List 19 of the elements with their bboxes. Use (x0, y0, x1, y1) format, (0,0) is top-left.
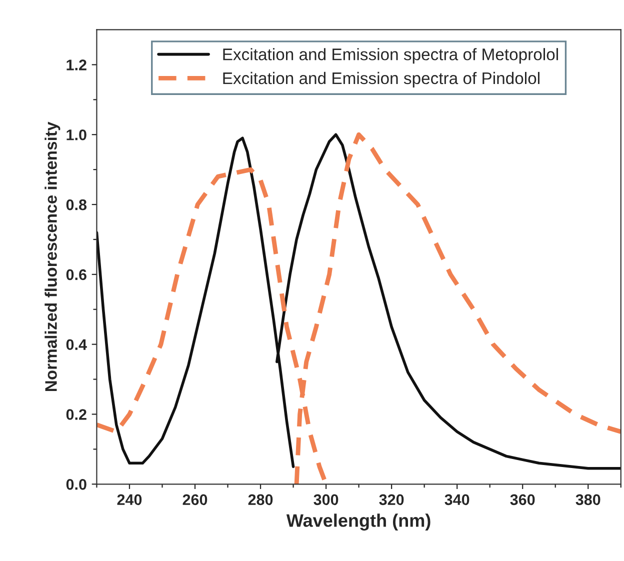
x-axis-title: Wavelength (nm) (286, 514, 430, 531)
x-tick-label: 280 (248, 494, 273, 506)
x-tick-label: 320 (379, 494, 404, 506)
y-tick-label: 0.4 (66, 339, 87, 350)
x-tick-label: 240 (117, 494, 142, 506)
y-tick-label: 1.0 (66, 129, 86, 140)
x-tick-label: 260 (182, 494, 208, 506)
x-tick-label: 360 (510, 494, 535, 506)
x-tick-label: 380 (576, 494, 600, 506)
y-axis-title: Normalized fluorescence intensity (44, 122, 60, 392)
legend-label: Excitation and Emission spectra of Pindolol (223, 72, 540, 88)
text: 0.0 (66, 479, 86, 490)
x-tick-label: 340 (444, 494, 470, 506)
y-tick-label: 0.6 (66, 269, 86, 280)
legend-label: Excitation and Emission spectra of Metoprolol (223, 48, 558, 64)
y-tick-label: 0.8 (66, 199, 87, 210)
x-tick-label: 300 (314, 494, 338, 506)
y-tick-label: 1.2 (66, 60, 86, 70)
y-tick-label: 0.2 (66, 409, 86, 420)
